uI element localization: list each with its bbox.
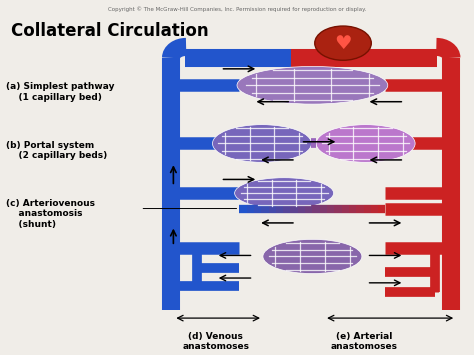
Ellipse shape	[212, 125, 311, 162]
Text: ♥: ♥	[334, 34, 352, 53]
Text: (c) Arteriovenous
    anastomosis
    (shunt): (c) Arteriovenous anastomosis (shunt)	[6, 199, 95, 229]
Ellipse shape	[235, 178, 334, 208]
Text: Collateral Circulation: Collateral Circulation	[11, 22, 209, 40]
Ellipse shape	[263, 239, 362, 274]
Text: (a) Simplest pathway
    (1 capillary bed): (a) Simplest pathway (1 capillary bed)	[6, 82, 115, 102]
Ellipse shape	[315, 26, 371, 60]
Ellipse shape	[316, 125, 415, 162]
Text: Copyright © The McGraw-Hill Companies, Inc. Permission required for reproduction: Copyright © The McGraw-Hill Companies, I…	[108, 6, 366, 12]
Text: (e) Arterial
anastomoses: (e) Arterial anastomoses	[331, 332, 398, 351]
Ellipse shape	[237, 66, 388, 104]
Text: (d) Venous
anastomoses: (d) Venous anastomoses	[182, 332, 249, 351]
Text: (b) Portal system
    (2 capillary beds): (b) Portal system (2 capillary beds)	[6, 141, 107, 160]
